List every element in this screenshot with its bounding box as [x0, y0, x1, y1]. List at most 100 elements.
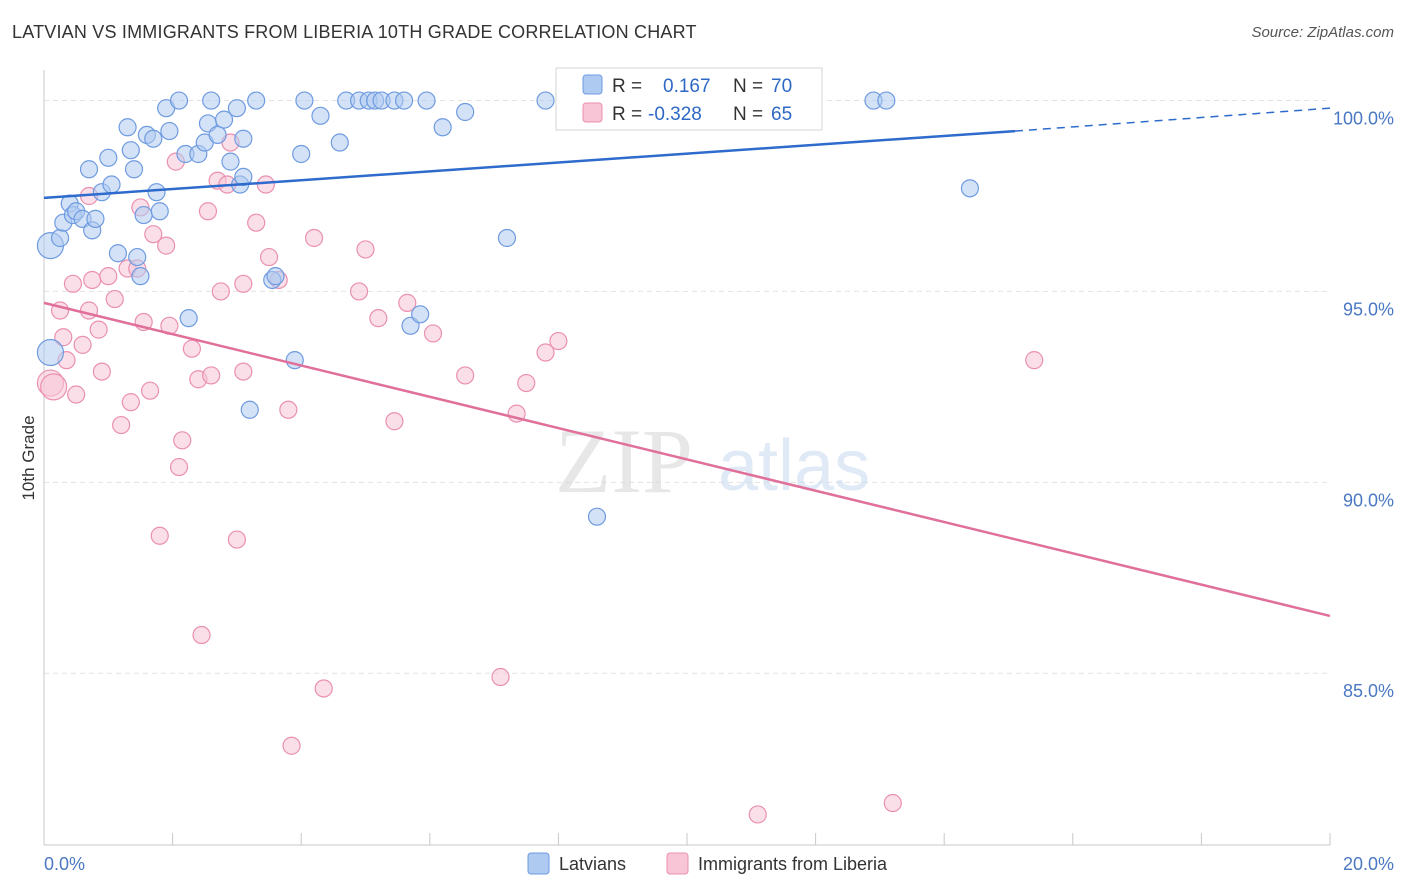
legend-n-value-1: 70 [771, 76, 792, 97]
liberia-point-11 [92, 362, 111, 381]
y-tick-label-100: 100.0% [1333, 109, 1394, 129]
latvian-point-18 [131, 267, 150, 286]
latvian-trend-extension [1014, 107, 1331, 132]
latvian-point-13 [102, 175, 121, 194]
latvian-point-59 [433, 118, 452, 137]
bottom-legend-label-latvians: Latvians [559, 854, 626, 874]
liberia-point-58 [536, 343, 555, 362]
liberia-point-45 [282, 736, 301, 755]
watermark-zip: ZIP [555, 410, 693, 512]
latvian-point-62 [536, 91, 555, 110]
liberia-point-20 [140, 381, 160, 400]
latvian-point-21 [144, 129, 163, 148]
liberia-point-27 [173, 431, 192, 450]
y-tick-label-85: 85.0% [1343, 681, 1394, 701]
legend-r-label-1: R = [612, 76, 642, 97]
liberia-points [36, 91, 1044, 824]
watermark-atlas: atlas [718, 426, 870, 506]
liberia-point-22 [150, 526, 169, 545]
latvian-point-41 [247, 91, 266, 110]
liberia-point-51 [385, 412, 404, 431]
liberia-point-1 [40, 373, 68, 401]
liberia-point-12 [99, 267, 118, 286]
latvian-point-22 [147, 183, 166, 202]
liberia-point-40 [247, 213, 266, 232]
x-tick-label-min: 0.0% [44, 854, 85, 874]
latvian-point-17 [124, 160, 144, 179]
latvian-point-64 [587, 507, 607, 526]
latvian-point-46 [295, 91, 314, 110]
latvian-point-61 [497, 228, 517, 248]
y-tick-label-95: 95.0% [1343, 299, 1394, 319]
latvian-point-36 [227, 99, 246, 118]
liberia-point-37 [227, 530, 246, 549]
liberia-point-41 [256, 175, 275, 194]
liberia-point-7 [73, 335, 92, 354]
latvian-point-8 [79, 160, 99, 179]
legend-n-label-2: N = [733, 104, 763, 125]
legend-n-label-1: N = [733, 76, 763, 97]
latvian-point-38 [234, 129, 253, 148]
legend-r-value-2: -0.328 [648, 104, 702, 125]
liberia-point-32 [202, 366, 221, 385]
latvian-point-34 [214, 110, 234, 129]
latvian-point-57 [411, 305, 430, 324]
latvian-point-47 [311, 106, 330, 125]
y-tick-label-90: 90.0% [1343, 490, 1394, 510]
liberia-trend-line [43, 301, 1331, 618]
latvian-point-12 [99, 148, 118, 167]
latvian-trend-line [43, 129, 1016, 200]
latvian-point-28 [179, 309, 198, 328]
latvian-points [36, 91, 980, 526]
latvian-point-32 [202, 91, 221, 110]
liberia-point-6 [67, 385, 86, 404]
source-label: Source: ZipAtlas.com [1251, 24, 1394, 41]
latvian-point-40 [240, 400, 259, 419]
liberia-point-38 [234, 274, 253, 293]
liberia-point-62 [883, 793, 902, 813]
legend-r-label-2: R = [612, 104, 642, 125]
liberia-point-61 [748, 805, 767, 824]
latvian-point-16 [121, 141, 140, 160]
latvian-point-69 [128, 247, 147, 267]
latvian-point-2 [50, 228, 70, 248]
liberia-point-14 [112, 415, 131, 435]
legend-r-value-1: 0.167 [663, 76, 711, 97]
liberia-point-21 [144, 225, 163, 244]
x-tick-label-max: 20.0% [1343, 854, 1394, 874]
liberia-point-16 [121, 393, 140, 412]
liberia-point-42 [259, 247, 279, 267]
y-axis-label: 10th Grade [19, 415, 38, 500]
latvian-point-45 [292, 144, 311, 164]
liberia-point-48 [349, 282, 369, 301]
latvian-point-58 [417, 91, 436, 110]
liberia-point-50 [369, 309, 388, 328]
liberia-point-3 [54, 328, 73, 347]
liberia-point-63 [1025, 351, 1044, 370]
bottom-legend-label-liberia: Immigrants from Liberia [698, 854, 888, 874]
latvian-point-19 [134, 205, 153, 225]
liberia-point-59 [549, 331, 568, 351]
latvian-point-43 [266, 267, 285, 286]
legend-swatch-latvians [582, 74, 603, 95]
latvian-point-60 [456, 102, 475, 122]
liberia-point-30 [192, 625, 211, 645]
liberia-point-53 [423, 324, 443, 343]
y-tick-labels: 85.0% 90.0% 95.0% 100.0% [1333, 109, 1394, 702]
legend-n-value-2: 65 [771, 104, 792, 125]
liberia-point-39 [234, 362, 253, 381]
liberia-point-55 [491, 667, 510, 687]
liberia-point-9 [83, 270, 102, 290]
latvian-point-25 [160, 121, 179, 141]
legend-swatch-liberia [582, 102, 603, 123]
bottom-legend-swatch-liberia [666, 852, 689, 875]
latvian-point-68 [960, 179, 980, 198]
chart-title: LATVIAN VS IMMIGRANTS FROM LIBERIA 10TH … [12, 22, 697, 42]
liberia-point-23 [157, 236, 176, 255]
trend-lines [43, 107, 1331, 618]
series-legend: Latvians Immigrants from Liberia [527, 852, 888, 875]
liberia-point-34 [211, 282, 230, 301]
liberia-point-13 [105, 289, 124, 309]
latvian-point-10 [86, 209, 105, 228]
